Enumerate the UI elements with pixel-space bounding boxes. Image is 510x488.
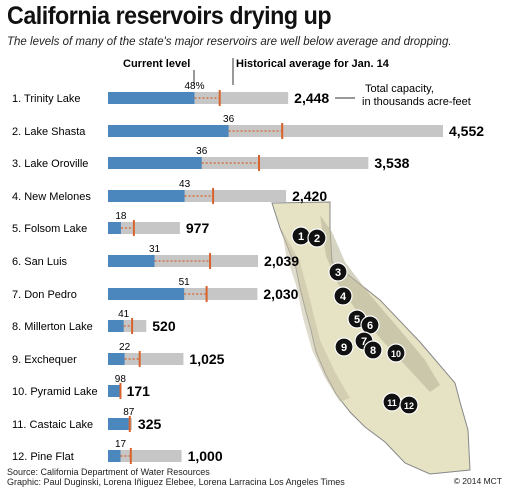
map-marker-circle [328,262,348,282]
map-marker-circle [307,228,327,248]
reservoir-name: 12. Pine Flat [12,451,74,463]
current-level-bar [108,125,229,137]
chart-title: California reservoirs drying up [7,2,332,30]
map-marker-label: 7 [361,336,367,348]
map-marker: 10 [386,343,406,363]
map-marker-label: 2 [314,233,320,245]
reservoir-name: 3. Lake Oroville [12,158,88,170]
current-level-bar [108,418,129,430]
map-marker: 3 [328,262,348,282]
current-level-bar [108,385,121,397]
reservoir-name: 10. Pyramid Lake [12,386,98,398]
current-level-label: 36 [196,146,208,157]
current-level-label: 36 [223,114,235,125]
total-capacity-label: 1,025 [189,351,224,367]
map-marker-circle [363,340,383,360]
credit: © 2014 MCT [453,476,502,486]
map-marker-label: 3 [335,267,341,279]
legend-total-capacity-line-1: Total capacity, [365,83,434,95]
current-level-bar [108,255,155,267]
source-line-2: Graphic: Paul Duginski, Lorena Iñiguez E… [7,477,345,487]
current-level-bar [108,450,121,462]
reservoir-name: 4. New Melones [12,191,91,203]
current-level-label: 31 [149,244,161,255]
source-line-1: Source: California Department of Water R… [7,467,210,477]
current-level-label: 43 [179,179,191,190]
map-marker-label: 8 [370,345,376,357]
map-marker: 9 [334,337,354,357]
reservoir-name: 8. Millerton Lake [12,321,93,333]
map-marker-label: 6 [367,320,373,332]
capacity-bar [108,222,180,234]
map-marker: 2 [307,228,327,248]
total-capacity-label: 2,030 [263,286,298,302]
capacity-bar [108,353,184,365]
coast-relief [282,230,350,402]
map-marker-circle [386,343,406,363]
reservoir-name: 7. Don Pedro [12,289,77,301]
map-marker-label: 5 [354,314,360,326]
total-capacity-label: 171 [127,383,151,399]
map-marker: 1 [291,226,311,246]
total-capacity-label: 4,552 [449,123,484,139]
map-marker-circle [334,337,354,357]
current-level-label: 87 [123,407,135,418]
total-capacity-label: 520 [152,318,176,334]
sierra-relief [320,215,440,392]
current-level-bar [108,288,185,300]
map-marker-circle [399,395,419,415]
current-level-bar [108,157,202,169]
map-marker: 8 [363,340,383,360]
map-marker-label: 11 [387,398,397,408]
reservoir-name: 1. Trinity Lake [12,93,80,105]
total-capacity-label: 325 [138,416,162,432]
total-capacity-label: 1,000 [188,448,223,464]
legend-current-level: Current level [123,58,190,70]
reservoir-name: 6. San Luis [12,256,68,268]
map-marker-label: 10 [391,349,401,359]
current-level-label: 22 [119,342,131,353]
map-marker-label: 4 [340,291,347,303]
total-capacity-label: 3,538 [374,155,409,171]
map-marker-label: 12 [404,401,414,411]
total-capacity-label: 977 [186,220,210,236]
current-level-bar [108,222,121,234]
current-level-label: 48% [184,81,204,92]
current-level-bar [108,190,185,202]
source-note: Source: California Department of Water R… [7,467,345,487]
reservoir-name: 2. Lake Shasta [12,126,86,138]
map-marker: 6 [360,315,380,335]
total-capacity-label: 2,420 [292,188,327,204]
reservoir-name: 11. Castaic Lake [12,419,93,431]
current-level-bar [108,320,124,332]
reservoir-name: 5. Folsom Lake [12,223,87,235]
capacity-bar [108,450,182,462]
map-marker: 4 [333,286,353,306]
chart-subtitle: The levels of many of the state's major … [7,36,452,48]
current-level-label: 51 [179,277,191,288]
map-marker: 12 [399,395,419,415]
total-capacity-label: 2,039 [264,253,299,269]
current-level-label: 17 [115,439,127,450]
current-level-label: 98 [115,374,127,385]
current-level-label: 18 [115,211,127,222]
reservoir-name: 9. Exchequer [12,354,77,366]
map-marker-label: 9 [341,342,347,354]
legend-total-capacity-line-2: in thousands acre-feet [362,96,471,108]
current-level-bar [108,92,195,104]
map-marker-label: 1 [298,231,304,243]
total-capacity-label: 2,448 [294,90,329,106]
current-level-bar [108,353,125,365]
current-level-label: 41 [118,309,130,320]
legend-historical-average: Historical average for Jan. 14 [236,58,390,70]
map-marker-circle [333,286,353,306]
